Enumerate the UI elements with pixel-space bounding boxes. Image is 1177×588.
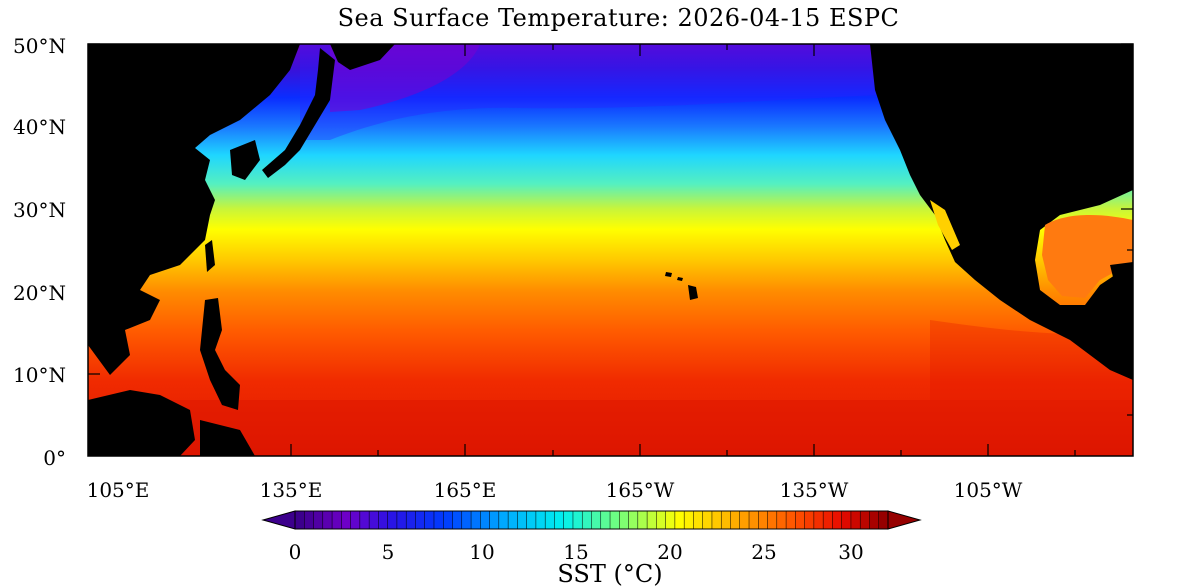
colorbar-segment — [804, 510, 815, 530]
colorbar-label-10: 10 — [469, 540, 495, 564]
colorbar-segment — [452, 510, 463, 530]
colorbar-segment — [572, 510, 583, 530]
colorbar-segment — [517, 510, 528, 530]
colorbar-segment — [489, 510, 500, 530]
colorbar-segment — [776, 510, 787, 530]
colorbar-segment — [433, 510, 444, 530]
colorbar-low-arrow — [261, 510, 296, 530]
colorbar-label-15: 15 — [563, 540, 589, 564]
colorbar-label-5: 5 — [381, 540, 395, 564]
colorbar-segment — [304, 510, 315, 530]
colorbar-segment — [720, 510, 732, 530]
colorbar-segment — [674, 510, 685, 530]
lon-label-105w: 105°W — [953, 478, 1023, 502]
colorbar-segment — [563, 510, 574, 530]
colorbar-segment — [711, 510, 722, 530]
colorbar-segment — [313, 510, 324, 530]
colorbar-segment — [683, 510, 694, 530]
colorbar-segment — [739, 510, 750, 530]
lon-label-165w: 165°W — [605, 478, 675, 502]
lon-label-105e: 105°E — [86, 478, 150, 502]
colorbar-segment — [600, 510, 611, 530]
colorbar-segment — [294, 510, 305, 530]
colorbar-segment — [646, 510, 657, 530]
colorbar-segment — [748, 510, 759, 530]
colorbar-segment — [609, 510, 620, 530]
colorbar-segment — [378, 510, 389, 530]
colorbar-segment — [350, 510, 361, 530]
colorbar-segment — [415, 510, 426, 530]
colorbar-segment — [480, 510, 491, 530]
colorbar-label-0: 0 — [288, 540, 302, 564]
gulf-of-mexico — [1042, 215, 1133, 298]
colorbar-segment — [795, 510, 806, 530]
colorbar-segment — [850, 510, 861, 530]
colorbar-segment — [498, 510, 509, 530]
colorbar-segment — [767, 510, 778, 530]
lat-label-0: 0° — [43, 446, 66, 470]
lat-label-30n: 30°N — [13, 198, 66, 222]
colorbar-segment — [368, 510, 379, 530]
map-title: Sea Surface Temperature: 2026-04-15 ESPC — [337, 4, 900, 32]
colorbar-segment — [832, 510, 843, 530]
lon-label-165e: 165°E — [433, 478, 497, 502]
colorbar-segment — [813, 510, 824, 530]
colorbar-segment — [470, 510, 481, 530]
colorbar-segment — [730, 510, 741, 530]
colorbar — [261, 510, 922, 530]
colorbar-segment — [443, 510, 454, 530]
axis-ticks — [88, 43, 1133, 456]
lat-label-10n: 10°N — [13, 363, 66, 387]
colorbar-segment — [544, 510, 555, 530]
colorbar-segment — [322, 510, 333, 530]
land — [88, 44, 1133, 456]
colorbar-label-25: 25 — [751, 540, 777, 564]
colorbar-segment — [841, 510, 852, 530]
colorbar-segment — [461, 510, 472, 530]
colorbar-segment — [387, 510, 398, 530]
lat-label-40n: 40°N — [13, 115, 66, 139]
colorbar-segment — [859, 510, 871, 530]
colorbar-segment — [591, 510, 602, 530]
colorbar-segment — [758, 510, 769, 530]
gulf-of-california — [930, 200, 960, 250]
colorbar-segment — [628, 510, 639, 530]
colorbar-segment — [693, 510, 704, 530]
colorbar-segment — [581, 510, 593, 530]
colorbar-segment — [665, 510, 676, 530]
colorbar-segment — [637, 510, 648, 530]
lat-label-50n: 50°N — [13, 34, 66, 58]
colorbar-label-30: 30 — [838, 540, 864, 564]
colorbar-segment — [424, 510, 435, 530]
colorbar-frame — [294, 510, 889, 530]
colorbar-segment — [869, 510, 880, 530]
colorbar-segment — [619, 510, 630, 530]
colorbar-label-20: 20 — [657, 540, 683, 564]
colorbar-segment — [331, 510, 342, 530]
colorbar-high-arrow — [887, 510, 922, 530]
colorbar-title: SST (°C) — [557, 560, 663, 588]
colorbar-segment — [822, 510, 833, 530]
colorbar-segment — [554, 510, 565, 530]
colorbar-segment — [359, 510, 370, 530]
colorbar-segment — [702, 510, 713, 530]
colorbar-segment — [878, 510, 889, 530]
colorbar-segment — [507, 510, 518, 530]
colorbar-segment — [656, 510, 667, 530]
colorbar-segment — [785, 510, 796, 530]
colorbar-segment — [341, 510, 352, 530]
colorbar-segment — [526, 510, 537, 530]
lon-label-135w: 135°W — [779, 478, 849, 502]
lat-label-20n: 20°N — [13, 281, 66, 305]
colorbar-segment — [405, 510, 417, 530]
colorbar-segment — [396, 510, 407, 530]
colorbar-segment — [535, 510, 546, 530]
lon-label-135e: 135°E — [259, 478, 323, 502]
